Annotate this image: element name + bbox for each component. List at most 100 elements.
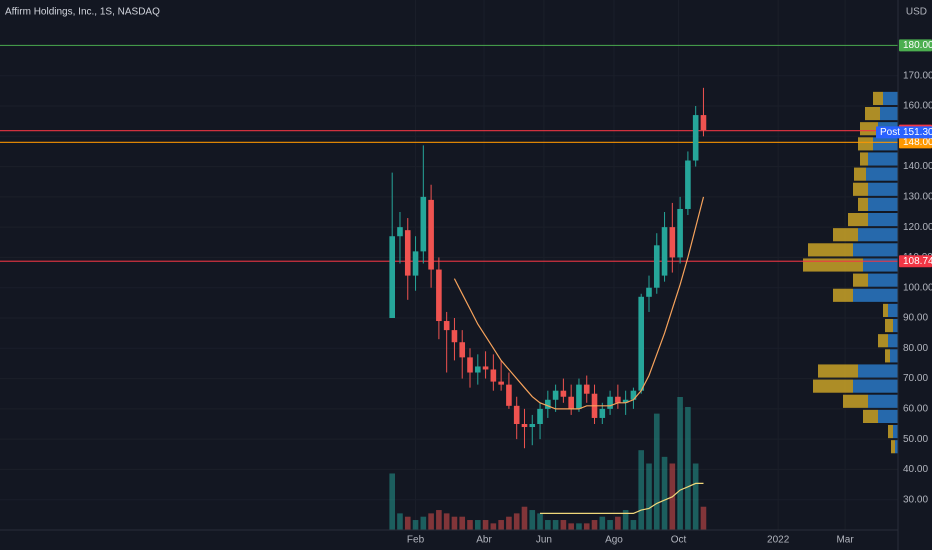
candle-body <box>677 208 683 258</box>
profile-up <box>888 303 898 317</box>
candle-body <box>389 236 395 318</box>
y-tick-label: 80.00 <box>903 343 928 354</box>
candle-body <box>653 245 660 288</box>
candle-body <box>599 408 606 418</box>
candle-body <box>661 227 668 276</box>
profile-down <box>808 243 853 257</box>
volume-bar <box>661 456 668 530</box>
candle-body <box>451 330 458 343</box>
profile-down <box>853 273 868 287</box>
profile-up <box>888 334 898 348</box>
volume-bar <box>677 397 683 530</box>
volume-bar <box>397 513 403 530</box>
price-tag <box>899 255 932 268</box>
volume-bar <box>506 516 512 530</box>
y-tick-label: 40.00 <box>903 464 928 475</box>
candle-body <box>692 115 699 161</box>
profile-up <box>878 409 898 423</box>
profile-down <box>858 197 868 211</box>
profile-up <box>853 288 898 302</box>
y-tick-label: 100.00 <box>903 282 932 293</box>
volume-bar <box>436 510 442 530</box>
x-tick-label: Feb <box>407 535 425 546</box>
profile-down <box>833 228 858 242</box>
volume-bar <box>560 520 567 530</box>
x-tick-label: Oct <box>671 535 687 546</box>
volume-bar <box>490 523 497 530</box>
profile-up <box>868 182 898 196</box>
price-tag <box>899 39 932 52</box>
candle-body <box>638 296 645 391</box>
volume-bar <box>443 513 450 530</box>
volume-bar <box>420 516 427 530</box>
volume-bar <box>482 520 489 530</box>
candle-body <box>482 366 489 370</box>
grid <box>0 0 898 530</box>
candle-body <box>412 251 419 276</box>
currency: USD <box>906 7 927 18</box>
profile-down <box>860 122 878 136</box>
candle-body <box>568 396 574 409</box>
volume-bar <box>622 510 629 530</box>
profile-up <box>866 167 898 181</box>
candle-body <box>428 199 434 270</box>
profile-up <box>873 137 898 151</box>
x-tick-label: Abr <box>476 535 492 546</box>
candle-body <box>615 396 621 403</box>
profile-down <box>858 137 873 151</box>
candle-body <box>622 399 629 403</box>
candle-body <box>490 369 497 382</box>
volume-bar <box>428 513 434 530</box>
candle-body <box>474 366 481 373</box>
volume-bar <box>474 520 481 530</box>
profile-down <box>860 152 868 166</box>
chart-title: Affirm Holdings, Inc., 1S, NASDAQ <box>5 7 160 18</box>
profile-up <box>853 379 898 393</box>
price-tag-label: 148.00 <box>903 137 932 148</box>
volume-bar <box>638 450 645 530</box>
profile-down <box>891 440 895 454</box>
volume-bar <box>545 520 551 530</box>
candle-body <box>607 396 613 409</box>
volume-bar <box>513 513 520 530</box>
profile-down <box>853 182 868 196</box>
volume-bar <box>576 523 582 530</box>
profile-down <box>854 167 866 181</box>
profile-down <box>885 349 890 363</box>
candle-body <box>404 230 411 276</box>
profile-up <box>895 440 898 454</box>
volume-bar <box>451 516 458 530</box>
volume-bar <box>568 523 574 530</box>
candle-body <box>397 227 403 237</box>
profile-down <box>848 213 868 227</box>
volume-bar <box>653 413 660 530</box>
profile-up <box>880 107 898 121</box>
volume-bar <box>529 510 536 530</box>
candle-body <box>506 384 512 406</box>
post-tag-name: Post <box>880 127 900 138</box>
volume-bar <box>685 406 691 530</box>
volume-bar <box>583 523 590 530</box>
volume-bar <box>599 516 606 530</box>
y-tick-label: 60.00 <box>903 403 928 414</box>
profile-up <box>893 319 898 333</box>
profile-up <box>868 394 898 408</box>
profile-up <box>858 228 898 242</box>
volume-bar <box>615 516 621 530</box>
axes: 30.00 40.00 50.00 60.00 70.00 80.00 90.00 100.0… <box>407 39 932 546</box>
volume-bar <box>552 520 559 530</box>
candle-body <box>630 390 637 400</box>
y-tick-label: 50.00 <box>903 434 928 445</box>
candle-body <box>436 269 442 322</box>
volume-bar <box>591 520 598 530</box>
volume-bar <box>630 520 637 530</box>
profile-up <box>868 197 898 211</box>
price-tag-label: 180.00 <box>903 40 932 51</box>
y-tick-label: 170.00 <box>903 70 932 81</box>
volume-bar <box>692 463 699 530</box>
candle-body <box>576 384 582 409</box>
candle-body <box>529 424 536 428</box>
candle-body <box>685 160 691 209</box>
